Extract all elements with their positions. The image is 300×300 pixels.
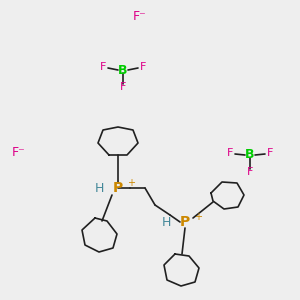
Text: +: + xyxy=(127,178,135,188)
Text: F: F xyxy=(120,82,126,92)
Text: B: B xyxy=(245,148,255,161)
Text: B: B xyxy=(118,64,128,76)
Text: +: + xyxy=(194,212,202,222)
Text: F: F xyxy=(140,62,146,72)
Text: F: F xyxy=(227,148,233,158)
Text: P: P xyxy=(113,181,123,195)
Text: F: F xyxy=(267,148,273,158)
Text: F⁻: F⁻ xyxy=(133,11,147,23)
Text: H: H xyxy=(94,182,104,194)
Text: F: F xyxy=(247,167,253,177)
Text: P: P xyxy=(180,215,190,229)
Text: F: F xyxy=(100,62,106,72)
Text: H: H xyxy=(161,215,171,229)
Text: F⁻: F⁻ xyxy=(12,146,26,160)
